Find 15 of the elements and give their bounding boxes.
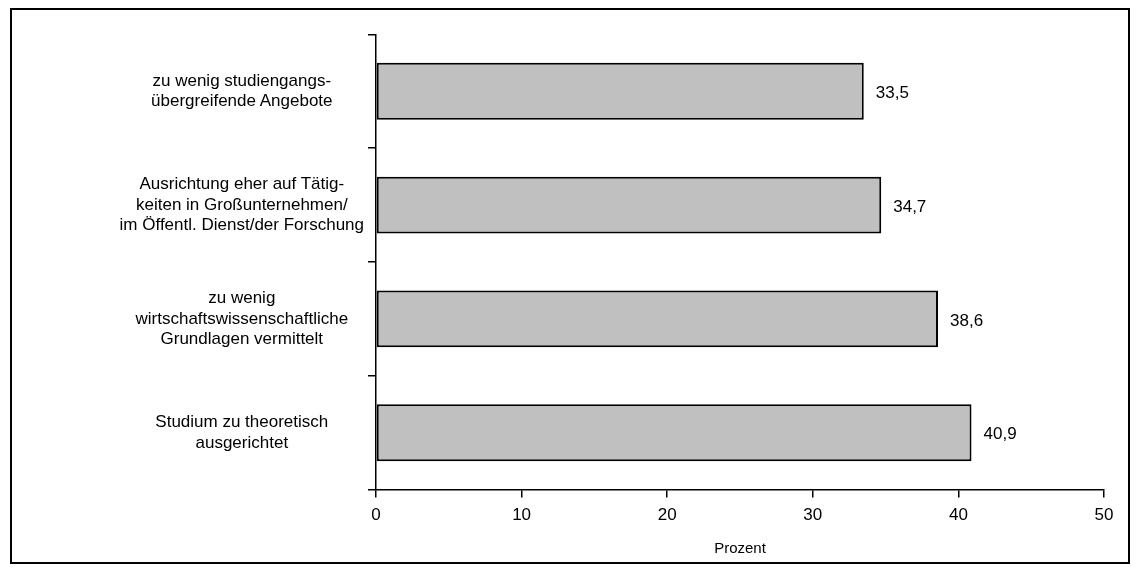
y-tick-label: zu wenig wirtschaftswissenschaftliche Grundlagen vermittelt	[134, 288, 349, 348]
x-tick-label: 20	[657, 505, 677, 525]
x-tick-label: 30	[803, 505, 823, 525]
x-tick-label: 50	[1094, 505, 1114, 525]
data-label: 33,5	[875, 82, 909, 102]
x-tick-label: 10	[512, 505, 532, 525]
x-axis-title: Prozent	[714, 539, 767, 557]
data-label: 34,7	[893, 196, 927, 216]
data-label: 38,6	[950, 310, 984, 330]
data-label: 40,9	[983, 424, 1017, 444]
y-tick-label: Ausrichtung eher auf Tätig- keiten in Großunternehmen/ im Öffentl. Dienst/der Forschung	[119, 174, 364, 235]
y-tick-label: zu wenig studiengangs- übergreifende Angebote	[151, 70, 333, 111]
y-tick-label: Studium zu theoretisch ausgerichtet	[155, 412, 329, 452]
x-tick-label: 40	[948, 505, 968, 525]
x-tick-label: 0	[371, 505, 381, 525]
